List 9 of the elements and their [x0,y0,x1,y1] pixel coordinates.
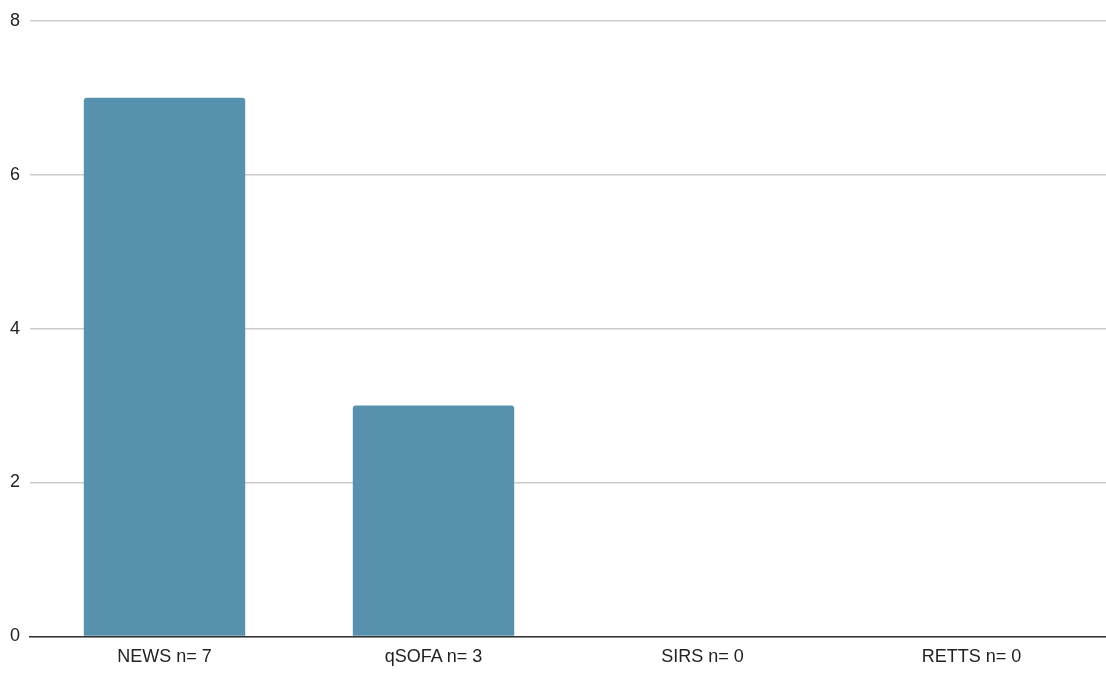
x-tick-label: RETTS n= 0 [921,646,1022,667]
y-tick-label: 4 [10,317,21,338]
y-tick-label: 8 [10,9,21,30]
x-tick-label: NEWS n= 7 [117,646,212,667]
y-tick-label: 0 [10,625,21,646]
y-tick-label: 6 [10,163,21,184]
y-tick-label: 2 [10,471,21,492]
x-tick-label: SIRS n= 0 [661,646,744,667]
x-tick-label: qSOFA n= 3 [384,646,483,667]
